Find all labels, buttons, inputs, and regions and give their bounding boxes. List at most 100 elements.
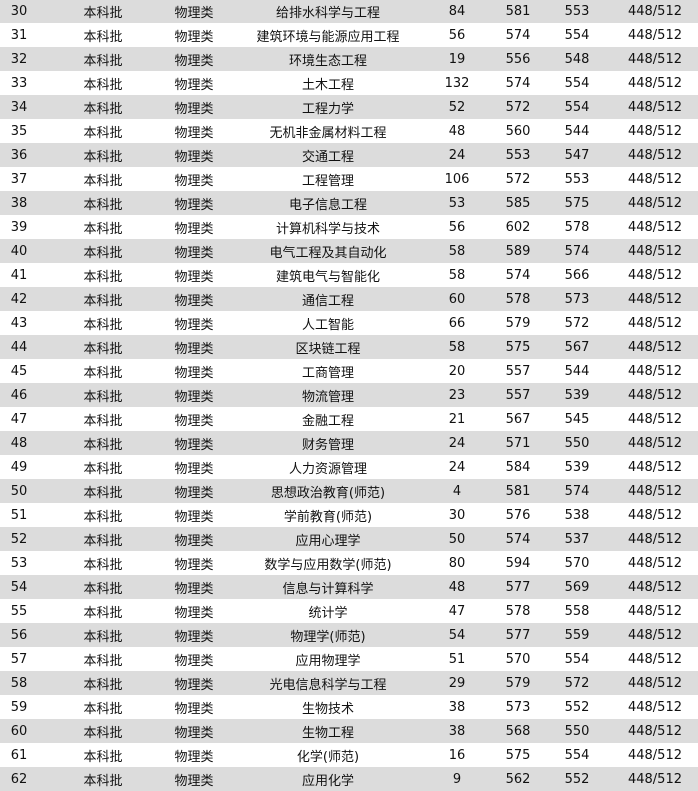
table-row: 53 本科批 物理类 数学与应用数学(师范) 80 594 570 448/512 [0, 551, 698, 575]
table-row: 48 本科批 物理类 财务管理 24 571 550 448/512 [0, 431, 698, 455]
table-row: 31 本科批 物理类 建筑环境与能源应用工程 56 574 554 448/512 [0, 23, 698, 47]
row-index-cell: 37 [10, 171, 28, 187]
batch-cell: 本科批 [83, 53, 123, 69]
min-score-cell: 545 [564, 411, 590, 427]
enrollment-count-cell: 80 [448, 555, 466, 571]
batch-cell: 本科批 [83, 677, 123, 693]
rank-ratio-cell: 448/512 [627, 531, 683, 547]
max-score-cell: 567 [505, 411, 531, 427]
row-index-cell: 47 [10, 411, 28, 427]
table-row: 33 本科批 物理类 土木工程 132 574 554 448/512 [0, 71, 698, 95]
row-index-cell: 35 [10, 123, 28, 139]
batch-cell: 本科批 [83, 293, 123, 309]
table-row: 30 本科批 物理类 给排水科学与工程 84 581 553 448/512 [0, 0, 698, 23]
rank-ratio-cell: 448/512 [627, 747, 683, 763]
batch-cell: 本科批 [83, 437, 123, 453]
row-index-cell: 58 [10, 675, 28, 691]
table-row: 45 本科批 物理类 工商管理 20 557 544 448/512 [0, 359, 698, 383]
batch-cell: 本科批 [83, 629, 123, 645]
subject-type-cell: 物理类 [174, 245, 214, 261]
max-score-cell: 578 [505, 603, 531, 619]
max-score-cell: 574 [505, 267, 531, 283]
batch-cell: 本科批 [83, 125, 123, 141]
max-score-cell: 594 [505, 555, 531, 571]
rank-ratio-cell: 448/512 [627, 315, 683, 331]
enrollment-count-cell: 48 [448, 123, 466, 139]
max-score-cell: 575 [505, 747, 531, 763]
enrollment-count-cell: 53 [448, 195, 466, 211]
subject-type-cell: 物理类 [174, 341, 214, 357]
subject-type-cell: 物理类 [174, 149, 214, 165]
min-score-cell: 554 [564, 99, 590, 115]
table-row: 54 本科批 物理类 信息与计算科学 48 577 569 448/512 [0, 575, 698, 599]
enrollment-count-cell: 54 [448, 627, 466, 643]
enrollment-count-cell: 47 [448, 603, 466, 619]
max-score-cell: 581 [505, 483, 531, 499]
row-index-cell: 43 [10, 315, 28, 331]
max-score-cell: 577 [505, 627, 531, 643]
major-name-cell: 金融工程 [301, 413, 355, 429]
enrollment-count-cell: 132 [444, 75, 470, 91]
subject-type-cell: 物理类 [174, 773, 214, 789]
min-score-cell: 574 [564, 483, 590, 499]
subject-type-cell: 物理类 [174, 101, 214, 117]
enrollment-count-cell: 50 [448, 531, 466, 547]
major-name-cell: 建筑环境与能源应用工程 [256, 29, 400, 45]
table-row: 37 本科批 物理类 工程管理 106 572 553 448/512 [0, 167, 698, 191]
enrollment-count-cell: 38 [448, 723, 466, 739]
min-score-cell: 573 [564, 291, 590, 307]
table-row: 57 本科批 物理类 应用物理学 51 570 554 448/512 [0, 647, 698, 671]
row-index-cell: 61 [10, 747, 28, 763]
subject-type-cell: 物理类 [174, 389, 214, 405]
rank-ratio-cell: 448/512 [627, 723, 683, 739]
enrollment-count-cell: 16 [448, 747, 466, 763]
row-index-cell: 52 [10, 531, 28, 547]
max-score-cell: 553 [505, 147, 531, 163]
batch-cell: 本科批 [83, 77, 123, 93]
rank-ratio-cell: 448/512 [627, 411, 683, 427]
major-name-cell: 无机非金属材料工程 [269, 125, 387, 141]
subject-type-cell: 物理类 [174, 653, 214, 669]
subject-type-cell: 物理类 [174, 413, 214, 429]
max-score-cell: 574 [505, 27, 531, 43]
row-index-cell: 53 [10, 555, 28, 571]
major-name-cell: 建筑电气与智能化 [275, 269, 381, 285]
row-index-cell: 41 [10, 267, 28, 283]
row-index-cell: 55 [10, 603, 28, 619]
min-score-cell: 547 [564, 147, 590, 163]
enrollment-count-cell: 24 [448, 147, 466, 163]
rank-ratio-cell: 448/512 [627, 555, 683, 571]
major-name-cell: 思想政治教育(师范) [270, 485, 386, 501]
max-score-cell: 576 [505, 507, 531, 523]
batch-cell: 本科批 [83, 197, 123, 213]
major-name-cell: 应用化学 [301, 773, 355, 789]
subject-type-cell: 物理类 [174, 533, 214, 549]
major-name-cell: 人工智能 [301, 317, 355, 333]
min-score-cell: 539 [564, 459, 590, 475]
subject-type-cell: 物理类 [174, 29, 214, 45]
major-name-cell: 信息与计算科学 [282, 581, 374, 597]
row-index-cell: 49 [10, 459, 28, 475]
table-row: 60 本科批 物理类 生物工程 38 568 550 448/512 [0, 719, 698, 743]
min-score-cell: 544 [564, 123, 590, 139]
min-score-cell: 558 [564, 603, 590, 619]
major-name-cell: 生物技术 [301, 701, 355, 717]
table-row: 51 本科批 物理类 学前教育(师范) 30 576 538 448/512 [0, 503, 698, 527]
min-score-cell: 566 [564, 267, 590, 283]
table-row: 47 本科批 物理类 金融工程 21 567 545 448/512 [0, 407, 698, 431]
rank-ratio-cell: 448/512 [627, 51, 683, 67]
enrollment-count-cell: 9 [452, 771, 462, 787]
enrollment-count-cell: 19 [448, 51, 466, 67]
rank-ratio-cell: 448/512 [627, 387, 683, 403]
min-score-cell: 574 [564, 243, 590, 259]
table-row: 35 本科批 物理类 无机非金属材料工程 48 560 544 448/512 [0, 119, 698, 143]
batch-cell: 本科批 [83, 269, 123, 285]
table-row: 32 本科批 物理类 环境生态工程 19 556 548 448/512 [0, 47, 698, 71]
major-name-cell: 光电信息科学与工程 [269, 677, 387, 693]
subject-type-cell: 物理类 [174, 293, 214, 309]
min-score-cell: 539 [564, 387, 590, 403]
min-score-cell: 554 [564, 27, 590, 43]
max-score-cell: 557 [505, 387, 531, 403]
row-index-cell: 38 [10, 195, 28, 211]
min-score-cell: 569 [564, 579, 590, 595]
